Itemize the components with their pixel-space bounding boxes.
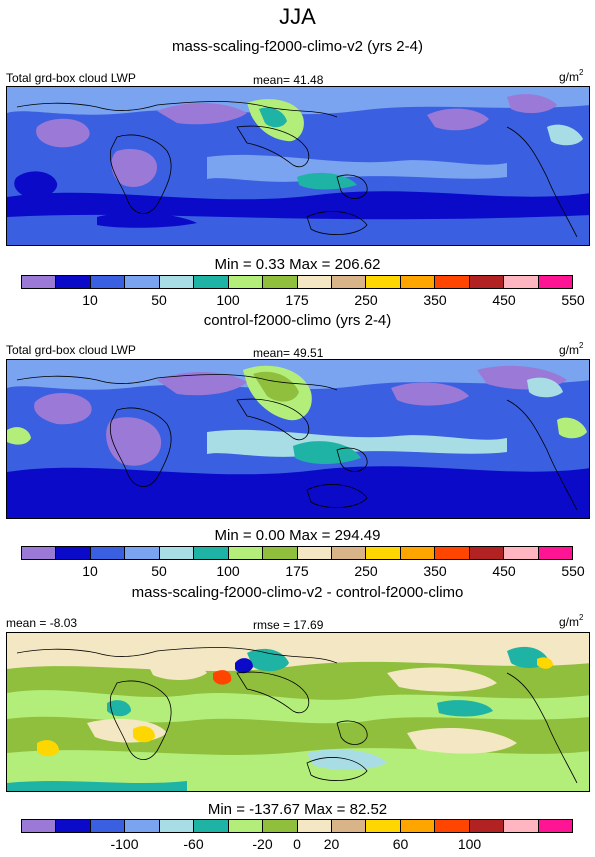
colorbar-swatch bbox=[400, 276, 436, 288]
colorbar-tick-label: 175 bbox=[285, 292, 309, 308]
colorbar-tick-label: 10 bbox=[82, 563, 98, 579]
panel-1-colorbar bbox=[21, 275, 573, 289]
panel-2-units: g/m2 bbox=[559, 341, 584, 357]
colorbar-swatch bbox=[159, 276, 195, 288]
panel-1-minmax: Min = 0.33 Max = 206.62 bbox=[214, 256, 381, 273]
colorbar-swatch bbox=[228, 820, 264, 832]
colorbar-tick-label: 60 bbox=[392, 836, 409, 852]
colorbar-tick-label: 50 bbox=[151, 292, 167, 308]
colorbar-swatch bbox=[538, 820, 572, 832]
colorbar-swatch bbox=[22, 820, 57, 832]
panel-1-map bbox=[6, 86, 590, 246]
panel-2-map bbox=[6, 359, 590, 519]
panel-1-title: mass-scaling-f2000-climo-v2 (yrs 2-4) bbox=[172, 38, 423, 55]
colorbar-swatch bbox=[56, 276, 91, 288]
colorbar-tick-label: 100 bbox=[216, 563, 240, 579]
colorbar-tick-label: 100 bbox=[457, 836, 482, 852]
figure-title: JJA bbox=[279, 4, 316, 29]
colorbar-swatch bbox=[263, 547, 298, 559]
colorbar-tick-label: 50 bbox=[151, 563, 167, 579]
colorbar-swatch bbox=[331, 276, 367, 288]
colorbar-swatch bbox=[263, 820, 298, 832]
colorbar-swatch bbox=[435, 276, 470, 288]
colorbar-swatch bbox=[90, 547, 126, 559]
colorbar-swatch bbox=[469, 547, 505, 559]
colorbar-tick-label: 100 bbox=[216, 292, 240, 308]
colorbar-swatch bbox=[297, 547, 332, 559]
colorbar-swatch bbox=[263, 276, 298, 288]
panel-1-mean-label: mean= 41.48 bbox=[253, 73, 324, 87]
colorbar-tick-label: 550 bbox=[561, 292, 585, 308]
panel-2-title: control-f2000-climo (yrs 2-4) bbox=[203, 312, 392, 329]
panel-2-mean-label: mean= 49.51 bbox=[253, 346, 324, 360]
colorbar-swatch bbox=[159, 820, 195, 832]
colorbar-swatch bbox=[125, 547, 160, 559]
colorbar-swatch bbox=[366, 820, 401, 832]
colorbar-tick-label: 450 bbox=[492, 292, 516, 308]
colorbar-swatch bbox=[194, 547, 229, 559]
panel-3-map bbox=[6, 632, 590, 792]
colorbar-tick-label: -20 bbox=[252, 836, 273, 852]
colorbar-swatch bbox=[90, 820, 126, 832]
colorbar-tick-label: -60 bbox=[183, 836, 204, 852]
panel-2-variable-label: Total grd-box cloud LWP bbox=[6, 343, 136, 357]
colorbar-swatch bbox=[331, 547, 367, 559]
panel-3-units: g/m2 bbox=[559, 613, 584, 629]
panel-2-colorbar-ticks: 10 50 100 175 250 350 450 550 bbox=[21, 563, 584, 581]
colorbar-swatch bbox=[22, 547, 57, 559]
colorbar-swatch bbox=[435, 820, 470, 832]
panel-3-colorbar-ticks: -100 -60 -20 0 20 60 100 bbox=[21, 836, 573, 854]
colorbar-swatch bbox=[90, 276, 126, 288]
colorbar-swatch bbox=[538, 547, 572, 559]
colorbar-swatch bbox=[538, 276, 572, 288]
colorbar-swatch bbox=[297, 276, 332, 288]
colorbar-tick-label: 250 bbox=[354, 563, 378, 579]
panel-3-mean-label: mean = -8.03 bbox=[6, 616, 78, 630]
panel-2-map-field bbox=[7, 360, 589, 518]
colorbar-swatch bbox=[194, 276, 229, 288]
colorbar-tick-label: 0 bbox=[293, 836, 301, 852]
colorbar-tick-label: 350 bbox=[423, 292, 447, 308]
colorbar-swatch bbox=[125, 820, 160, 832]
colorbar-swatch bbox=[56, 820, 91, 832]
colorbar-swatch bbox=[366, 276, 401, 288]
colorbar-swatch bbox=[56, 547, 91, 559]
colorbar-swatch bbox=[22, 276, 57, 288]
colorbar-tick-label: 10 bbox=[82, 292, 98, 308]
panel-1-units: g/m2 bbox=[559, 68, 584, 84]
panel-3-colorbar bbox=[21, 819, 573, 833]
colorbar-tick-label: 450 bbox=[492, 563, 516, 579]
panel-3-minmax: Min = -137.67 Max = 82.52 bbox=[207, 801, 388, 818]
panel-1-map-field bbox=[7, 87, 589, 245]
colorbar-swatch bbox=[504, 276, 539, 288]
panel-3-map-field bbox=[7, 633, 589, 791]
colorbar-tick-label: 250 bbox=[354, 292, 378, 308]
colorbar-swatch bbox=[125, 276, 160, 288]
colorbar-tick-label: 175 bbox=[285, 563, 309, 579]
colorbar-tick-label: -100 bbox=[110, 836, 139, 852]
colorbar-swatch bbox=[469, 820, 505, 832]
colorbar-swatch bbox=[504, 547, 539, 559]
panel-3-title: mass-scaling-f2000-climo-v2 - control-f2… bbox=[131, 584, 464, 601]
colorbar-swatch bbox=[400, 820, 436, 832]
colorbar-tick-label: 550 bbox=[561, 563, 585, 579]
colorbar-swatch bbox=[366, 547, 401, 559]
colorbar-swatch bbox=[469, 276, 505, 288]
panel-3-rmse-label: rmse = 17.69 bbox=[253, 618, 324, 632]
colorbar-swatch bbox=[435, 547, 470, 559]
colorbar-swatch bbox=[194, 820, 229, 832]
panel-1-variable-label: Total grd-box cloud LWP bbox=[6, 71, 136, 85]
panel-2-colorbar bbox=[21, 546, 573, 560]
colorbar-tick-label: 350 bbox=[423, 563, 447, 579]
colorbar-swatch bbox=[400, 547, 436, 559]
colorbar-tick-label: 20 bbox=[323, 836, 340, 852]
panel-1-colorbar-ticks: 10 50 100 175 250 350 450 550 bbox=[21, 292, 584, 310]
colorbar-swatch bbox=[228, 547, 264, 559]
colorbar-swatch bbox=[159, 547, 195, 559]
colorbar-swatch bbox=[504, 820, 539, 832]
colorbar-swatch bbox=[228, 276, 264, 288]
panel-2-minmax: Min = 0.00 Max = 294.49 bbox=[214, 527, 381, 544]
colorbar-swatch bbox=[297, 820, 332, 832]
colorbar-swatch bbox=[331, 820, 367, 832]
